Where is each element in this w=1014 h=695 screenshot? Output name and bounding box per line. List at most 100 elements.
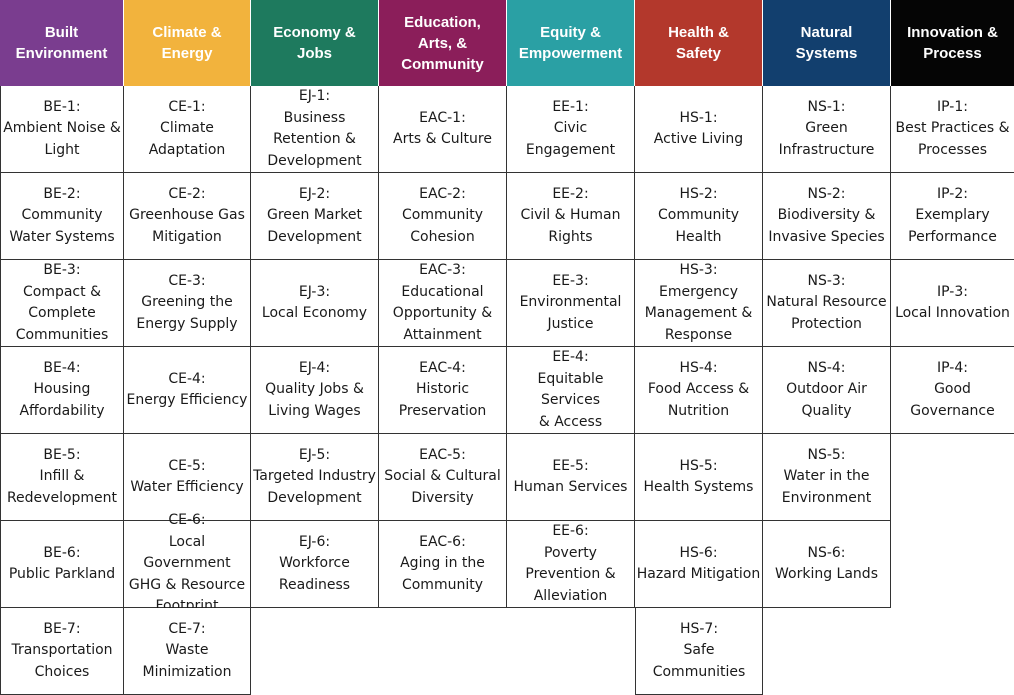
- objective-cell: BE-6: Public Parkland: [0, 521, 124, 608]
- objective-cell: EAC-2: Community Cohesion: [379, 173, 507, 260]
- objective-code: EAC-2:: [419, 185, 466, 202]
- objective-code: HS-1:: [679, 109, 718, 126]
- objective-cell: HS-3: Emergency Management & Response: [635, 260, 763, 347]
- objective-cell: NS-4: Outdoor Air Quality: [763, 347, 891, 434]
- objective-label: Biodiversity & Invasive Species: [768, 207, 885, 245]
- column-header: Innovation & Process: [891, 0, 1014, 86]
- column-header: Built Environment: [0, 0, 124, 86]
- objective-label: Infill & Redevelopment: [6, 468, 118, 506]
- objective-cell: EE-5: Human Services: [507, 434, 635, 521]
- objective-code: EAC-3:: [419, 262, 466, 278]
- objective-code: EJ-4:: [298, 359, 331, 376]
- column-header: Natural Systems: [763, 0, 891, 86]
- objective-code: EE-3:: [552, 272, 589, 289]
- objective-code: BE-5:: [43, 446, 81, 463]
- objective-label: Human Services: [513, 479, 628, 495]
- objective-cell: NS-3: Natural Resource Protection: [763, 260, 891, 347]
- objective-label: Outdoor Air Quality: [786, 381, 867, 419]
- objective-label: Ambient Noise & Light: [3, 120, 121, 158]
- objective-code: IP-2:: [937, 185, 968, 202]
- objective-cell: EE-3: Environmental Justice: [507, 260, 635, 347]
- objective-cell: HS-2: Community Health: [635, 173, 763, 260]
- objective-cell: EJ-2: Green Market Development: [251, 173, 379, 260]
- objective-label: Water Efficiency: [130, 479, 244, 495]
- objective-label: Transportation Choices: [11, 642, 113, 680]
- objective-label: Housing Affordability: [19, 381, 105, 419]
- objective-cell: CE-1: Climate Adaptation: [124, 86, 251, 173]
- objective-cell: EJ-4: Quality Jobs & Living Wages: [251, 347, 379, 434]
- objective-cell: EE-6: Poverty Prevention & Alleviation: [507, 521, 635, 608]
- objective-label: Climate Adaptation: [148, 120, 226, 158]
- objective-code: NS-1:: [807, 98, 846, 115]
- objective-cell: EAC-5: Social & Cultural Diversity: [379, 434, 507, 521]
- column-header: Education, Arts, & Community: [379, 0, 507, 86]
- objective-label: Health Systems: [643, 479, 754, 495]
- objective-label: Workforce Readiness: [278, 555, 351, 593]
- objective-cell: CE-6: Local Government GHG & Resource Foo…: [124, 512, 251, 614]
- objective-label: Natural Resource Protection: [766, 294, 887, 332]
- objective-code: CE-4:: [168, 370, 206, 387]
- objective-code: EAC-5:: [419, 446, 466, 463]
- objective-code: BE-7:: [43, 620, 81, 637]
- objective-code: HS-5:: [679, 457, 718, 474]
- objective-code: HS-3:: [679, 262, 718, 278]
- objective-code: CE-2:: [168, 185, 206, 202]
- objective-code: EJ-6:: [298, 533, 331, 550]
- objective-code: EE-6:: [552, 523, 589, 539]
- objective-code: CE-7:: [168, 620, 206, 637]
- objective-label: Emergency Management & Response: [644, 283, 753, 343]
- objective-cell: BE-7: Transportation Choices: [0, 608, 124, 695]
- objective-cell: EAC-6: Aging in the Community: [379, 521, 507, 608]
- objective-cell: EE-1: Civic Engagement: [507, 86, 635, 173]
- objective-code: EE-5:: [552, 457, 589, 474]
- objective-code: NS-5:: [807, 446, 846, 463]
- objective-code: NS-2:: [807, 185, 846, 202]
- objective-cell: CE-3: Greening the Energy Supply: [124, 260, 251, 347]
- objective-label: Best Practices & Processes: [895, 120, 1010, 158]
- objective-code: NS-6:: [807, 544, 846, 561]
- objective-cell: EJ-6: Workforce Readiness: [251, 521, 379, 608]
- objective-cell: CE-5: Water Efficiency: [124, 434, 251, 521]
- objective-code: EE-1:: [552, 98, 589, 115]
- objective-cell: CE-2: Greenhouse Gas Mitigation: [124, 173, 251, 260]
- objective-label: Green Market Development: [267, 207, 362, 245]
- objective-cell: BE-4: Housing Affordability: [0, 347, 124, 434]
- column-header: Climate & Energy: [124, 0, 251, 86]
- objective-label: Civic Engagement: [525, 120, 616, 158]
- objective-code: BE-1:: [43, 98, 81, 115]
- objective-label: Public Parkland: [8, 566, 116, 582]
- objective-code: BE-6:: [43, 544, 81, 561]
- objective-label: Historic Preservation: [398, 381, 487, 419]
- objective-cell: EJ-5: Targeted Industry Development: [251, 434, 379, 521]
- objective-label: Local Innovation: [895, 305, 1010, 321]
- objective-cell: IP-1: Best Practices & Processes: [891, 86, 1014, 173]
- objective-code: EAC-1:: [419, 109, 466, 126]
- objective-code: HS-6:: [679, 544, 718, 561]
- objective-code: BE-3:: [43, 262, 81, 278]
- objective-label: Compact & Complete Communities: [15, 283, 109, 343]
- objective-label: Community Water Systems: [9, 207, 115, 245]
- objective-label: Greening the Energy Supply: [136, 294, 238, 332]
- objective-code: HS-4:: [679, 359, 718, 376]
- objective-cell: CE-4: Energy Efficiency: [124, 347, 251, 434]
- objective-label: Safe Communities: [652, 642, 746, 680]
- objective-code: NS-3:: [807, 272, 846, 289]
- objective-label: Community Cohesion: [401, 207, 484, 245]
- objective-cell: BE-2: Community Water Systems: [0, 173, 124, 260]
- objective-code: EAC-4:: [419, 359, 466, 376]
- objective-cell: HS-6: Hazard Mitigation: [635, 521, 763, 608]
- objective-code: CE-1:: [168, 98, 206, 115]
- column-header: Equity & Empowerment: [507, 0, 635, 86]
- objective-label: Green Infrastructure: [778, 120, 875, 158]
- objective-cell: NS-2: Biodiversity & Invasive Species: [763, 173, 891, 260]
- objective-label: Working Lands: [775, 566, 878, 582]
- objective-cell: BE-3: Compact & Complete Communities: [0, 260, 124, 347]
- objective-code: EAC-6:: [419, 533, 466, 550]
- objective-label: Food Access & Nutrition: [647, 381, 750, 419]
- objective-label: Poverty Prevention & Alleviation: [525, 544, 616, 604]
- objective-label: Exemplary Performance: [908, 207, 997, 245]
- objective-code: EE-2:: [552, 185, 589, 202]
- objective-label: Energy Efficiency: [126, 392, 248, 408]
- objective-cell: BE-1: Ambient Noise & Light: [0, 86, 124, 173]
